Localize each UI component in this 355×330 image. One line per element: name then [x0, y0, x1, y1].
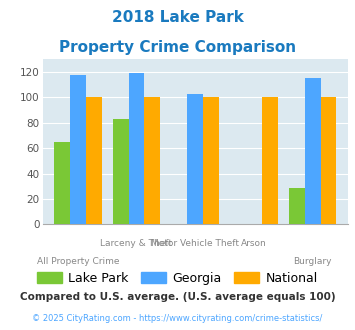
Text: Arson: Arson	[241, 239, 267, 248]
Text: All Property Crime: All Property Crime	[37, 257, 119, 266]
Bar	[70, 75, 86, 224]
Legend: Lake Park, Georgia, National: Lake Park, Georgia, National	[32, 267, 323, 290]
Bar	[54, 142, 70, 224]
Bar	[305, 79, 321, 224]
Bar	[129, 73, 144, 224]
Text: 2018 Lake Park: 2018 Lake Park	[111, 10, 244, 25]
Text: Burglary: Burglary	[294, 257, 332, 266]
Text: © 2025 CityRating.com - https://www.cityrating.com/crime-statistics/: © 2025 CityRating.com - https://www.city…	[32, 314, 323, 323]
Text: Compared to U.S. average. (U.S. average equals 100): Compared to U.S. average. (U.S. average …	[20, 292, 335, 302]
Bar	[113, 119, 129, 224]
Bar	[86, 97, 102, 224]
Bar	[321, 97, 337, 224]
Bar	[187, 94, 203, 224]
Bar	[289, 187, 305, 224]
Text: Property Crime Comparison: Property Crime Comparison	[59, 40, 296, 54]
Text: Larceny & Theft: Larceny & Theft	[100, 239, 173, 248]
Bar	[262, 97, 278, 224]
Bar	[144, 97, 160, 224]
Text: Motor Vehicle Theft: Motor Vehicle Theft	[151, 239, 239, 248]
Bar	[203, 97, 219, 224]
